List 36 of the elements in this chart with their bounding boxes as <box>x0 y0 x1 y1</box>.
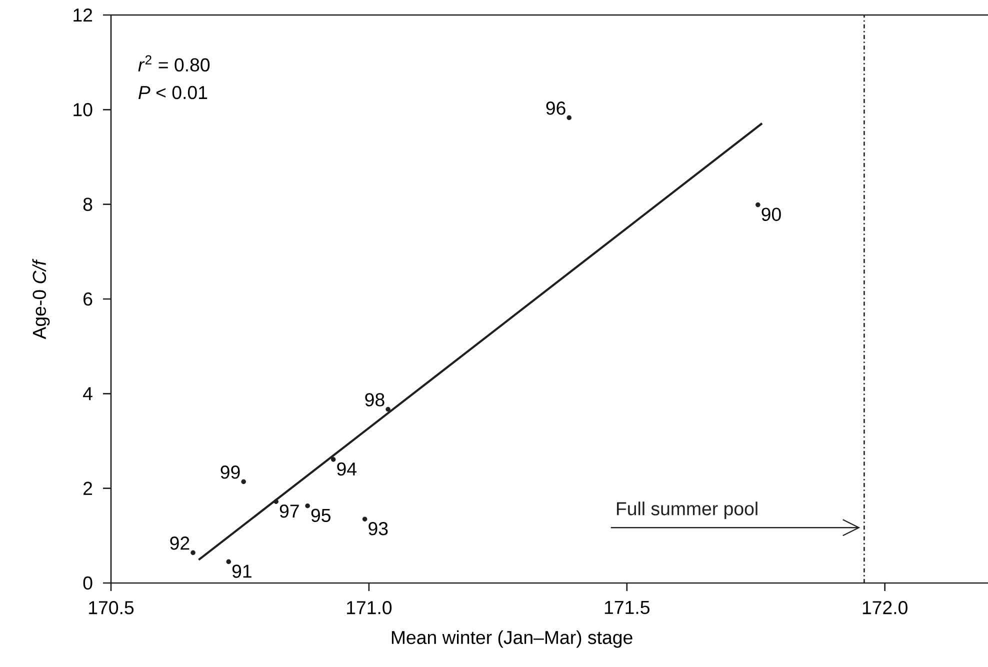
point <box>305 503 310 508</box>
annotation: 93 <box>368 522 388 536</box>
point <box>330 457 336 462</box>
annotation: 96 <box>546 102 566 115</box>
y-tick-label: 2 <box>84 482 92 495</box>
annotation: 95 <box>311 508 330 522</box>
point <box>566 115 572 120</box>
point <box>190 550 196 556</box>
x-axis-title: Mean winter (Jan–Mar) stage <box>392 630 632 648</box>
x-tick-label: 171.5 <box>604 601 650 614</box>
annotation: r$^{2}$ = 0.80 <box>138 55 210 72</box>
x-tick-label: 172.0 <box>862 601 908 614</box>
y-tick-label: 6 <box>84 292 92 306</box>
ref-line-label: Full summer pool <box>616 502 758 520</box>
y-tick-label: 10 <box>74 103 92 116</box>
x-tick-label: 170.5 <box>89 601 134 614</box>
annotation: 97 <box>280 504 299 518</box>
annotation: 94 <box>337 462 356 476</box>
x-tick-label: 171.0 <box>347 601 392 614</box>
point <box>386 406 390 412</box>
point <box>362 516 368 522</box>
annotation: 99 <box>220 466 240 479</box>
annotation: 92 <box>170 536 190 550</box>
y-tick-label: 0 <box>83 576 92 590</box>
point <box>226 559 232 564</box>
annotation: 90 <box>762 208 781 221</box>
y-tick-label: 8 <box>83 198 92 211</box>
annotation: 91 <box>232 564 252 578</box>
y-tick-label: 12 <box>74 8 92 22</box>
point <box>241 479 246 484</box>
point <box>756 202 760 208</box>
annotation: P < 0.01 <box>138 86 208 100</box>
annotation: 98 <box>365 393 384 406</box>
y-axis-title: Age-0 C/f <box>32 258 50 340</box>
y-tick-label: 4 <box>83 387 92 400</box>
point <box>274 499 278 504</box>
